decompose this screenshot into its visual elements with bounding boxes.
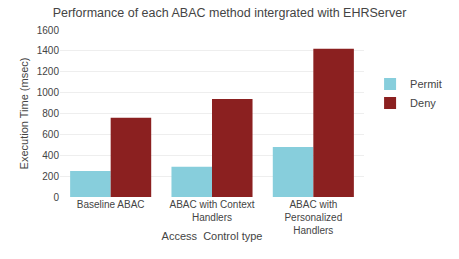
svg-text:1400: 1400	[37, 45, 60, 56]
svg-text:1200: 1200	[37, 66, 60, 77]
svg-text:400: 400	[42, 150, 59, 161]
svg-text:1600: 1600	[37, 25, 60, 36]
svg-text:600: 600	[42, 129, 59, 140]
svg-text:Deny: Deny	[410, 97, 436, 109]
svg-text:ABAC withPersonalizedHandlers: ABAC withPersonalizedHandlers	[284, 199, 342, 236]
svg-text:200: 200	[42, 171, 59, 182]
svg-text:1000: 1000	[37, 87, 60, 98]
svg-text:Execution Time (msec): Execution Time (msec)	[18, 58, 30, 170]
svg-text:Baseline ABAC: Baseline ABAC	[77, 199, 145, 210]
svg-text:Performance of each ABAC metho: Performance of each ABAC method intergra…	[53, 6, 407, 20]
svg-text:0: 0	[53, 192, 59, 203]
svg-text:800: 800	[42, 108, 59, 119]
svg-text:Access Control type: Access Control type	[162, 230, 263, 242]
svg-text:Permit: Permit	[410, 78, 442, 90]
svg-text:ABAC with ContextHandlers: ABAC with ContextHandlers	[169, 199, 254, 223]
